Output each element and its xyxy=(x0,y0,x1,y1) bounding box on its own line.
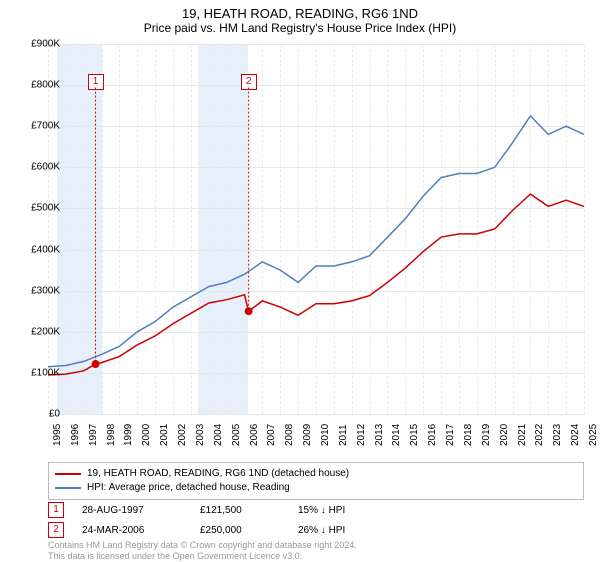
x-axis-label: 2008 xyxy=(284,424,295,446)
x-axis-label: 2002 xyxy=(177,424,188,446)
x-axis-label: 2007 xyxy=(266,424,277,446)
legend-item: HPI: Average price, detached house, Read… xyxy=(55,481,577,495)
y-axis-label: £100K xyxy=(31,367,60,378)
x-axis-label: 1997 xyxy=(88,424,99,446)
x-axis-label: 2022 xyxy=(534,424,545,446)
plot-area: 12 xyxy=(48,44,584,414)
attribution-text: Contains HM Land Registry data © Crown c… xyxy=(48,540,357,562)
attribution-line1: Contains HM Land Registry data © Crown c… xyxy=(48,540,357,550)
series-property xyxy=(48,194,584,375)
x-axis-label: 1998 xyxy=(106,424,117,446)
legend-swatch xyxy=(55,487,81,489)
y-axis-label: £500K xyxy=(31,203,60,214)
x-axis-label: 2005 xyxy=(231,424,242,446)
x-axis-label: 2018 xyxy=(463,424,474,446)
sale-row-date: 24-MAR-2006 xyxy=(82,525,182,536)
chart-container: 19, HEATH ROAD, READING, RG6 1ND Price p… xyxy=(0,0,600,560)
grid-line-h xyxy=(48,414,584,415)
sale-marker-dot xyxy=(245,307,253,315)
legend-box: 19, HEATH ROAD, READING, RG6 1ND (detach… xyxy=(48,462,584,500)
y-axis-label: £700K xyxy=(31,121,60,132)
x-axis-label: 2009 xyxy=(302,424,313,446)
sale-row: 1 28-AUG-1997 £121,500 15% ↓ HPI xyxy=(48,502,584,518)
sale-row-date: 28-AUG-1997 xyxy=(82,505,182,516)
sales-list: 1 28-AUG-1997 £121,500 15% ↓ HPI 2 24-MAR-200… xyxy=(48,502,584,542)
x-axis-label: 2021 xyxy=(517,424,528,446)
legend-label: 19, HEATH ROAD, READING, RG6 1ND (detach… xyxy=(87,467,349,481)
x-axis-label: 2004 xyxy=(213,424,224,446)
sale-row-pct: 26% ↓ HPI xyxy=(298,525,388,536)
x-axis-label: 1999 xyxy=(123,424,134,446)
x-axis-label: 1996 xyxy=(70,424,81,446)
sale-row: 2 24-MAR-2006 £250,000 26% ↓ HPI xyxy=(48,522,584,538)
y-axis-label: £400K xyxy=(31,244,60,255)
x-axis-label: 1995 xyxy=(52,424,63,446)
x-axis-label: 2001 xyxy=(159,424,170,446)
sale-marker-dot xyxy=(92,360,100,368)
x-axis-label: 2023 xyxy=(552,424,563,446)
y-axis-label: £900K xyxy=(31,39,60,50)
chart-title-address: 19, HEATH ROAD, READING, RG6 1ND xyxy=(0,6,600,21)
sale-row-price: £121,500 xyxy=(200,505,280,516)
grid-line-v xyxy=(584,44,585,414)
x-axis-label: 2012 xyxy=(356,424,367,446)
x-axis-label: 2015 xyxy=(409,424,420,446)
y-axis-label: £0 xyxy=(49,409,60,420)
sale-row-pct: 15% ↓ HPI xyxy=(298,505,388,516)
x-axis-label: 2024 xyxy=(570,424,581,446)
y-axis-label: £300K xyxy=(31,285,60,296)
legend-label: HPI: Average price, detached house, Read… xyxy=(87,481,290,495)
series-hpi xyxy=(48,116,584,367)
x-axis-label: 2013 xyxy=(374,424,385,446)
chart-title-subtitle: Price paid vs. HM Land Registry's House … xyxy=(0,21,600,35)
chart-lines xyxy=(48,44,584,414)
x-axis-label: 2020 xyxy=(499,424,510,446)
x-axis-label: 2019 xyxy=(481,424,492,446)
title-block: 19, HEATH ROAD, READING, RG6 1ND Price p… xyxy=(0,0,600,35)
x-axis-label: 2025 xyxy=(588,424,599,446)
x-axis-label: 2003 xyxy=(195,424,206,446)
x-axis-label: 2014 xyxy=(391,424,402,446)
x-axis-label: 2000 xyxy=(141,424,152,446)
y-axis-label: £600K xyxy=(31,162,60,173)
x-axis-label: 2010 xyxy=(320,424,331,446)
sale-row-marker: 2 xyxy=(48,522,64,538)
x-axis-label: 2006 xyxy=(249,424,260,446)
x-axis-label: 2016 xyxy=(427,424,438,446)
sale-row-price: £250,000 xyxy=(200,525,280,536)
legend-swatch xyxy=(55,473,81,475)
legend-item: 19, HEATH ROAD, READING, RG6 1ND (detach… xyxy=(55,467,577,481)
sale-row-marker: 1 xyxy=(48,502,64,518)
x-axis-label: 2011 xyxy=(338,424,349,446)
y-axis-label: £800K xyxy=(31,80,60,91)
x-axis-label: 2017 xyxy=(445,424,456,446)
y-axis-label: £200K xyxy=(31,326,60,337)
